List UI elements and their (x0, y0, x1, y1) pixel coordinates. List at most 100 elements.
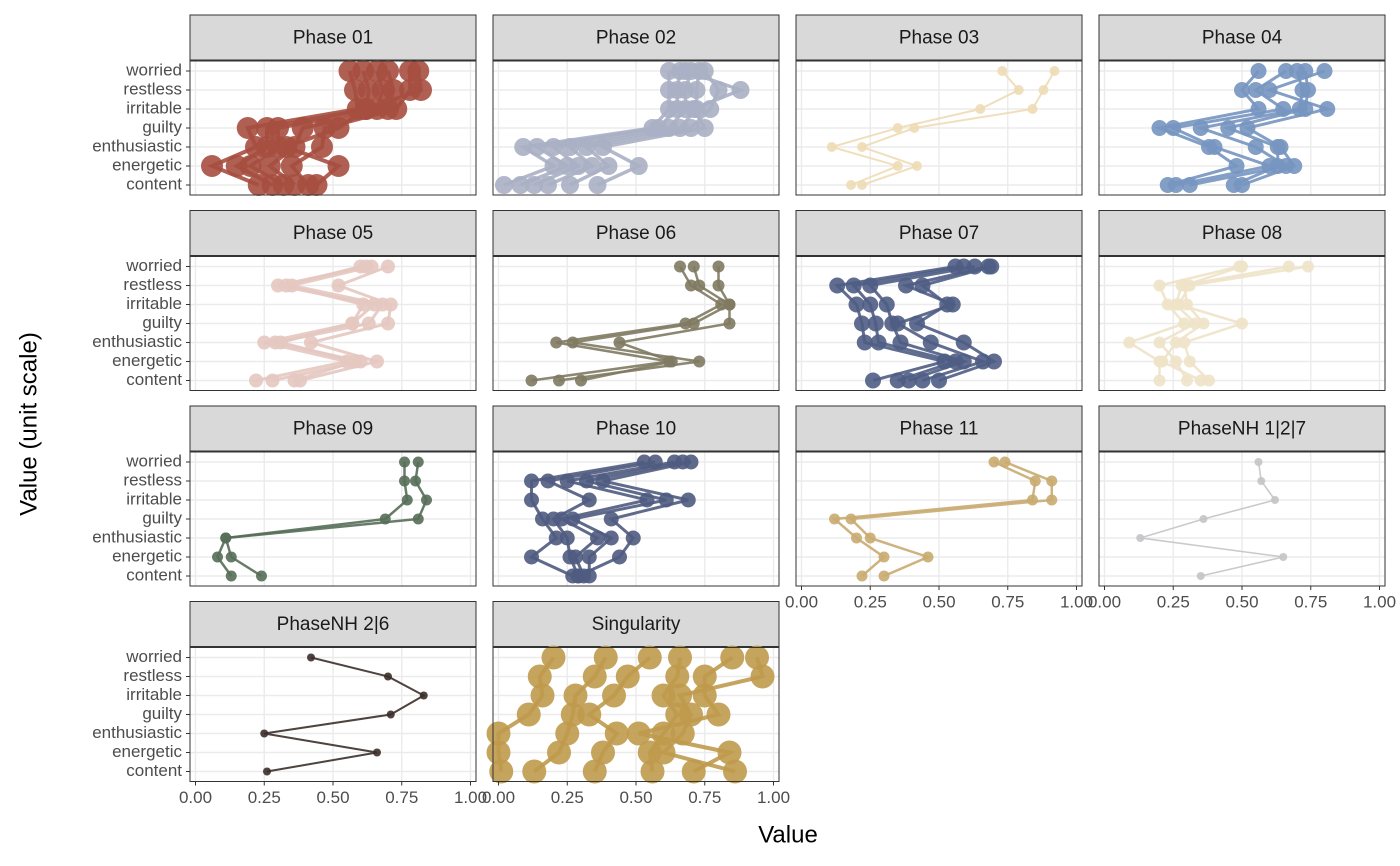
y-tick-label: restless (123, 79, 182, 98)
point (1203, 374, 1215, 387)
point (495, 176, 513, 194)
point (604, 721, 629, 746)
y-tick-label: energetic (112, 351, 182, 370)
point (1156, 355, 1169, 368)
point (304, 335, 318, 350)
point (267, 117, 289, 139)
point (528, 138, 546, 156)
point (356, 297, 371, 312)
point (870, 334, 887, 351)
point (878, 551, 890, 563)
point (693, 355, 706, 368)
point (687, 260, 700, 273)
y-tick-label: guilty (142, 704, 182, 723)
y-tick-label: irritable (126, 294, 182, 313)
point (681, 759, 706, 784)
point (845, 277, 862, 294)
point (745, 645, 769, 670)
y-tick-label: enthusiastic (92, 527, 182, 546)
point (706, 702, 731, 727)
strip-label: Phase 04 (1202, 28, 1283, 49)
point (249, 373, 263, 388)
point (1170, 355, 1182, 368)
point (524, 492, 539, 508)
point (939, 296, 956, 313)
point (401, 494, 413, 506)
point (305, 174, 328, 196)
point (693, 279, 706, 292)
point (327, 155, 350, 177)
point (550, 336, 563, 349)
point (1168, 177, 1184, 193)
strip-label: Phase 08 (1202, 223, 1282, 244)
point (857, 180, 867, 190)
x-tick-label: 1.00 (1363, 592, 1396, 611)
point (361, 316, 376, 331)
point (588, 176, 607, 194)
point (892, 161, 903, 171)
point (639, 492, 655, 508)
point (381, 316, 395, 331)
point (421, 494, 432, 506)
point (581, 568, 597, 584)
point (723, 759, 747, 784)
point (1257, 477, 1266, 485)
point (1300, 82, 1316, 98)
point (651, 683, 676, 708)
x-tick-label: 0.25 (551, 788, 584, 807)
point (829, 513, 840, 525)
point (668, 683, 692, 708)
point (676, 62, 695, 80)
y-tick-label: energetic (112, 546, 182, 565)
point (1196, 572, 1205, 580)
point (1282, 260, 1295, 273)
point (1046, 494, 1058, 506)
point (1181, 298, 1193, 311)
point (683, 454, 699, 470)
point (577, 702, 602, 727)
point (1046, 475, 1058, 487)
strip (492, 210, 780, 256)
point (590, 530, 605, 546)
point (1234, 82, 1250, 98)
point (559, 473, 575, 489)
strip (795, 210, 1083, 256)
point (566, 336, 579, 349)
strip-label: Phase 10 (596, 419, 676, 440)
point (581, 492, 597, 508)
point (1165, 120, 1182, 136)
point (922, 551, 934, 563)
x-tick-label: 1.00 (454, 788, 487, 807)
point (399, 475, 410, 487)
strip-label: Phase 02 (596, 28, 676, 49)
point (561, 138, 579, 156)
point (225, 570, 237, 582)
y-tick-label: irritable (126, 98, 182, 117)
y-tick-label: guilty (142, 117, 182, 136)
point (626, 721, 651, 746)
y-tick-label: worried (125, 647, 182, 666)
point (975, 104, 986, 114)
point (291, 117, 314, 139)
strip (795, 405, 1083, 452)
point (670, 721, 695, 746)
point (1239, 120, 1256, 136)
point (287, 373, 302, 388)
point (955, 353, 972, 370)
y-tick-label: enthusiastic (92, 136, 182, 155)
point (220, 532, 232, 544)
point (1183, 355, 1196, 368)
point (647, 454, 663, 470)
point (559, 530, 575, 546)
y-tick-label: worried (125, 256, 182, 275)
point (373, 748, 381, 757)
point (615, 664, 640, 689)
point (1279, 553, 1288, 561)
point (999, 456, 1011, 468)
point (651, 740, 676, 765)
point (527, 664, 552, 689)
point (912, 161, 922, 171)
point (1278, 63, 1294, 79)
point (370, 354, 384, 369)
